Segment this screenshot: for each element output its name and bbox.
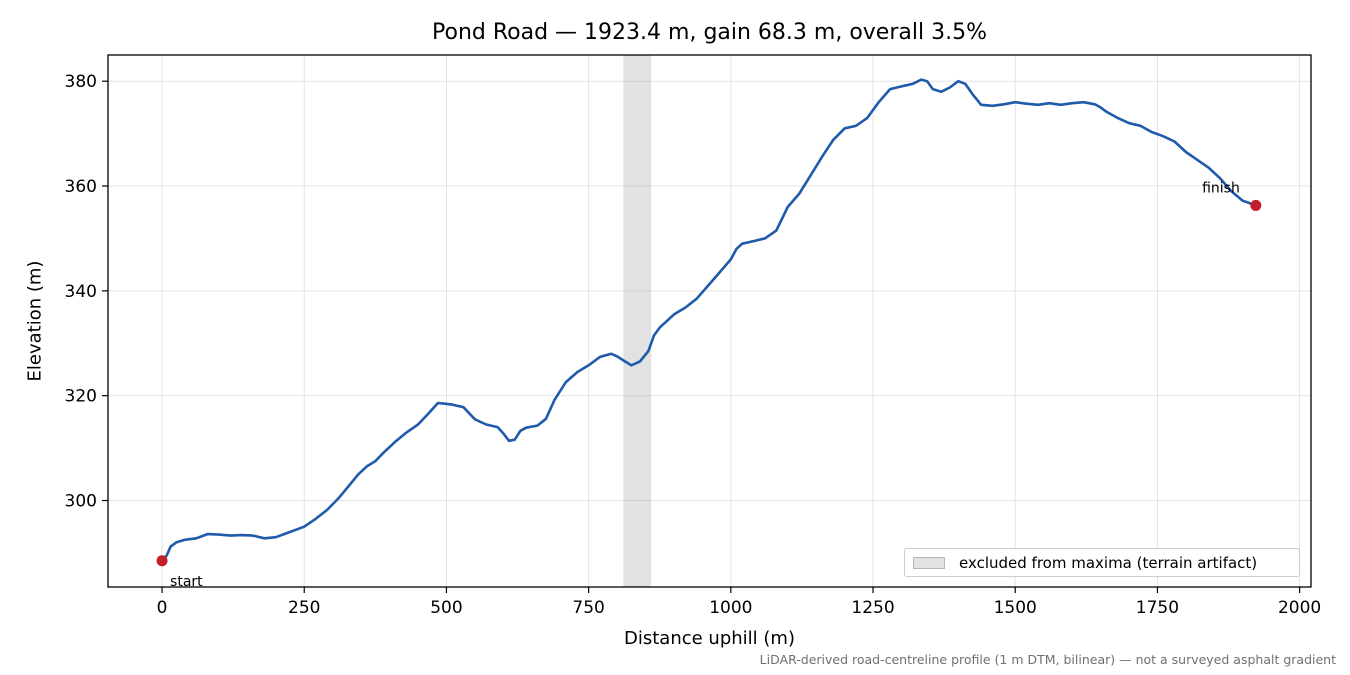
x-tick-label: 2000: [1278, 598, 1321, 618]
y-tick-label: 320: [65, 387, 97, 407]
grid: [108, 55, 1311, 587]
chart-title: Pond Road — 1923.4 m, gain 68.3 m, overa…: [432, 20, 987, 45]
x-tick-label: 1250: [851, 598, 894, 618]
elevation-profile-line: [160, 78, 1258, 563]
x-tick-label: 250: [288, 598, 320, 618]
y-tick-label: 360: [65, 177, 97, 197]
finish-marker: [1250, 199, 1262, 211]
x-tick-label: 500: [430, 598, 462, 618]
x-tick-label: 0: [157, 598, 168, 618]
plot-frame: [107, 54, 1312, 588]
x-tick-label: 750: [572, 598, 604, 618]
legend: excluded from maxima (terrain artifact): [904, 548, 1300, 577]
profile-line-layer: [160, 78, 1258, 563]
excluded-band: [623, 55, 652, 587]
legend-label-excluded: excluded from maxima (terrain artifact): [959, 554, 1258, 572]
start-label: start: [170, 574, 203, 590]
axis-ticks: 0 250 500 750 1000 1250 1500 1750 2000 300 320 340 3…: [65, 72, 1322, 618]
start-marker: [156, 555, 168, 567]
x-tick-label: 1500: [994, 598, 1037, 618]
x-axis-label: Distance uphill (m): [624, 628, 795, 649]
excluded-band-layer: [623, 55, 652, 587]
finish-label: finish: [1202, 180, 1240, 196]
y-tick-label: 300: [65, 492, 97, 512]
footnote: LiDAR-derived road-centreline profile (1…: [759, 652, 1336, 667]
x-tick-label: 1750: [1136, 598, 1179, 618]
y-axis-label: Elevation (m): [24, 260, 46, 382]
y-tick-label: 340: [65, 282, 97, 302]
legend-swatch-excluded: [913, 557, 945, 569]
endpoint-markers: start finish: [156, 180, 1262, 590]
y-tick-label: 380: [65, 72, 97, 92]
x-tick-label: 1000: [709, 598, 752, 618]
